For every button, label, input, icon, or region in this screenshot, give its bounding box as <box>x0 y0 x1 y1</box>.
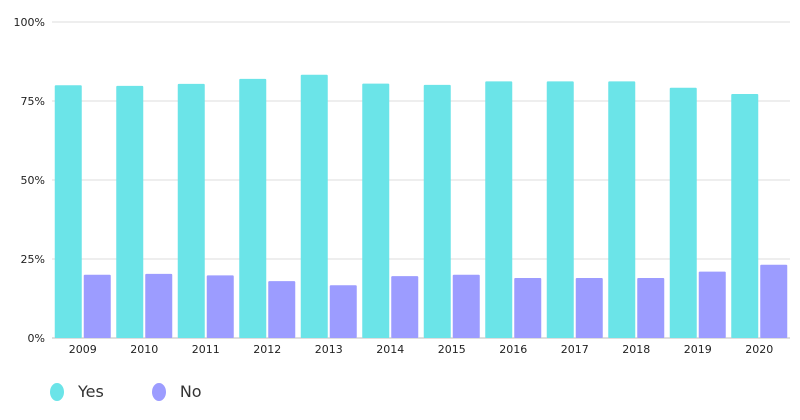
y-tick-label: 50% <box>21 174 45 187</box>
x-tick-label: 2011 <box>192 343 220 356</box>
bar-no-2015 <box>452 274 480 338</box>
bar-yes-2019 <box>669 87 697 338</box>
bar-chart: 0% 25% 50% 75% 100% 2009 2010 2011 2012 2013 2014 2… <box>14 16 790 356</box>
y-tick-label: 75% <box>21 95 45 108</box>
x-tick-label: 2009 <box>69 343 97 356</box>
y-tick-label: 0% <box>28 332 45 345</box>
bar-no-2013 <box>329 285 357 338</box>
bar-no-2009 <box>83 274 111 338</box>
x-tick-label: 2019 <box>684 343 712 356</box>
bar-yes-2017 <box>546 81 574 339</box>
y-tick-label: 25% <box>21 253 45 266</box>
bar-no-2010 <box>145 273 173 338</box>
bar-no-2011 <box>206 275 234 338</box>
x-tick-label: 2013 <box>315 343 343 356</box>
legend-swatch-yes <box>50 382 64 401</box>
bar-yes-2014 <box>362 83 390 339</box>
legend-item-no: No <box>151 382 202 401</box>
bar-yes-2018 <box>608 81 636 339</box>
bar-yes-2020 <box>731 94 759 338</box>
x-tick-label: 2020 <box>745 343 773 356</box>
legend: Yes No <box>50 382 250 401</box>
legend-label-no: No <box>179 382 202 401</box>
bar-yes-2011 <box>177 83 205 338</box>
legend-label-yes: Yes <box>78 382 104 401</box>
bar-yes-2012 <box>239 78 267 338</box>
x-tick-label: 2012 <box>253 343 281 356</box>
x-tick-label: 2017 <box>561 343 589 356</box>
bar-yes-2009 <box>54 85 82 338</box>
legend-swatch-no <box>151 382 166 401</box>
x-tick-label: 2010 <box>130 343 158 356</box>
bar-no-2018 <box>637 277 665 338</box>
bar-yes-2013 <box>300 74 328 338</box>
bar-no-2017 <box>575 277 603 338</box>
x-tick-label: 2018 <box>622 343 650 356</box>
x-tick-label: 2015 <box>438 343 466 356</box>
bar-yes-2010 <box>116 85 144 338</box>
x-tick-label: 2016 <box>499 343 527 356</box>
legend-item-yes: Yes <box>50 382 104 401</box>
bar-no-2012 <box>268 281 296 338</box>
y-tick-label: 100% <box>14 16 45 29</box>
x-tick-label: 2014 <box>376 343 404 356</box>
bar-no-2016 <box>514 277 542 338</box>
bar-yes-2016 <box>485 81 513 339</box>
bar-yes-2015 <box>423 84 451 338</box>
bar-no-2014 <box>391 276 419 338</box>
bar-no-2020 <box>760 264 788 338</box>
bar-no-2019 <box>698 271 726 338</box>
